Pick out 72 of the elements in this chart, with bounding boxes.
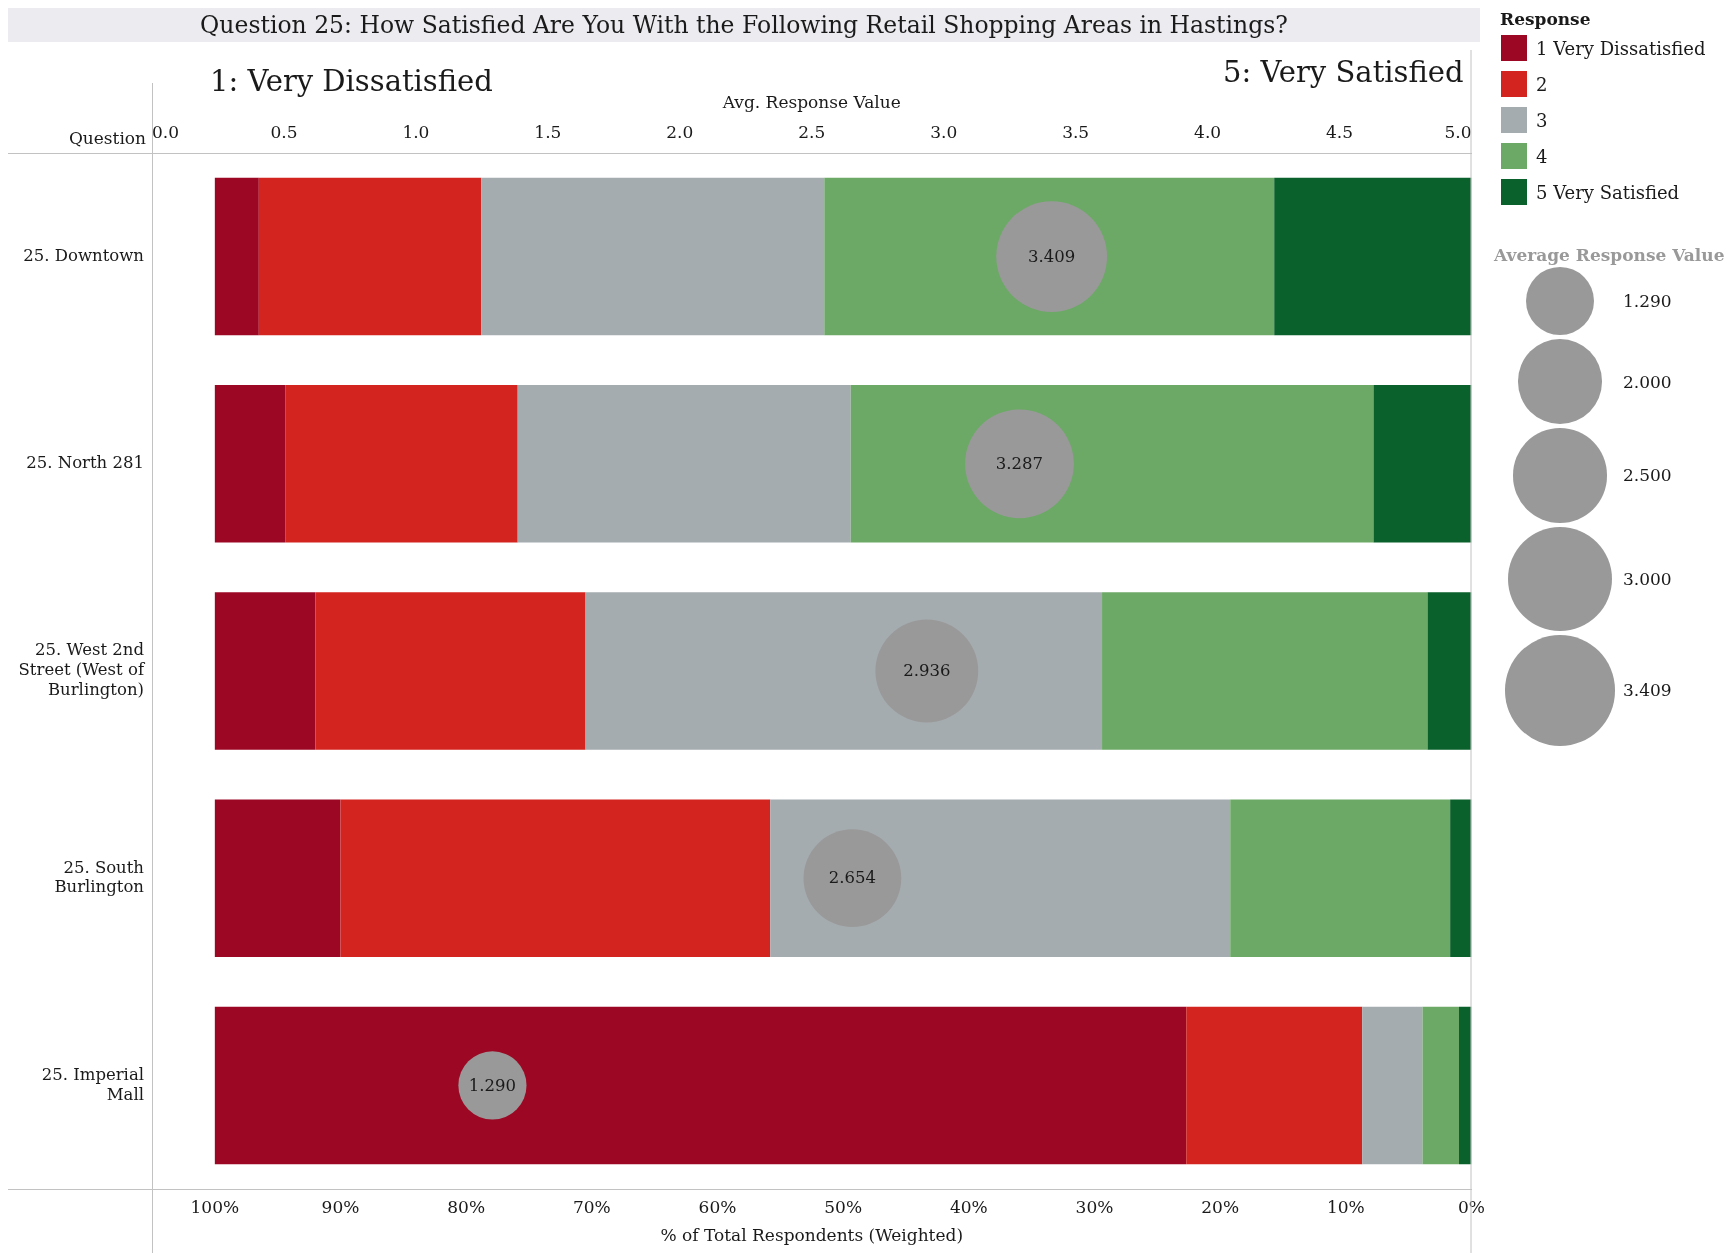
x2-tick-label: 3.5 — [1062, 122, 1090, 143]
text: 1: Very Dissatisfied — [210, 63, 493, 98]
bar — [214, 385, 286, 543]
x-tick-label: 60% — [698, 1196, 737, 1217]
bar — [481, 177, 825, 336]
x2-axis-title: Avg. Response Value — [721, 91, 901, 112]
y-tick-label: 25. Imperial Mall — [41, 1064, 144, 1104]
x-axis-title: % of Total Respondents (Weighted) — [660, 1225, 964, 1246]
bar — [315, 592, 586, 750]
x2-tick-label: 4.0 — [1194, 122, 1222, 143]
bar — [1186, 1006, 1363, 1165]
chart-title: Question 25: How Satisfied Are You With the Following Retail Shopping Areas in Hastings? — [200, 11, 1288, 39]
legend-title: Response — [1499, 8, 1592, 30]
bar — [1274, 177, 1472, 336]
data-label: 2.936 — [903, 661, 951, 681]
legend-label: 1.290 — [1623, 290, 1672, 314]
bar — [1102, 592, 1428, 750]
x-tick-label: 20% — [1201, 1196, 1240, 1217]
bar — [214, 177, 259, 336]
bar — [258, 177, 482, 336]
y-axis-title: Question — [68, 127, 147, 148]
legend-label: 2.500 — [1623, 464, 1672, 488]
x2-tick-label: 4.5 — [1326, 122, 1354, 143]
data-label: 2.654 — [828, 868, 877, 888]
x-tick-label: 30% — [1075, 1196, 1114, 1217]
x2-tick-label: 0.5 — [270, 122, 298, 143]
x-tick-label: 70% — [572, 1196, 611, 1217]
bar — [770, 799, 1231, 957]
legend-label: 1 Very Dissatisfied — [1536, 37, 1706, 59]
bar — [1422, 1006, 1459, 1165]
y-tick-label: 25. Downtown — [23, 245, 145, 265]
legend-label: 3.409 — [1623, 679, 1672, 703]
x2-tick-label: 1.0 — [402, 122, 430, 143]
bar — [1427, 592, 1472, 750]
x2-tick-label: 1.5 — [534, 122, 562, 143]
x2-tick-label: 2.0 — [666, 122, 694, 143]
x2-tick-label: 3.0 — [930, 122, 958, 143]
x-tick-label: 40% — [949, 1196, 988, 1217]
x-tick-label: 50% — [824, 1196, 863, 1217]
bar — [517, 385, 851, 543]
bar — [1373, 385, 1472, 543]
bar — [214, 592, 316, 750]
bar — [1362, 1006, 1423, 1165]
legend-label: 4 — [1536, 145, 1548, 167]
x2-tick-label: 2.5 — [798, 122, 826, 143]
bar — [1450, 799, 1472, 957]
legend-label: 5 Very Satisfied — [1536, 181, 1680, 203]
data-label: 3.409 — [1028, 246, 1076, 266]
x2-tick-label: 5.0 — [1444, 122, 1472, 143]
data-label: 3.287 — [995, 454, 1044, 474]
x-tick-label: 90% — [321, 1196, 360, 1217]
legend-label: 3 — [1536, 109, 1548, 131]
legend-label: 3.000 — [1623, 567, 1672, 591]
text: Average Response Value — [1494, 245, 1726, 267]
bar — [585, 592, 1103, 750]
x-tick-label: 0% — [1458, 1196, 1486, 1217]
y-tick-label: 25. North 281 — [26, 453, 144, 473]
x-tick-label: 100% — [190, 1196, 240, 1217]
legend-label: 2 — [1536, 73, 1548, 95]
legend-label: 2.000 — [1623, 370, 1672, 394]
y-tick-label: 25. West 2nd Street (West of Burlington) — [18, 640, 146, 700]
data-label: 1.290 — [468, 1075, 517, 1095]
text: 5: Very Satisfied — [1223, 54, 1464, 89]
bar — [340, 799, 771, 957]
x-tick-label: 80% — [447, 1196, 486, 1217]
y-tick-label: 25. South Burlington — [54, 857, 145, 897]
bar — [214, 799, 341, 957]
bar — [214, 1006, 1187, 1165]
x-tick-label: 10% — [1326, 1196, 1365, 1217]
x2-tick-label: 0.0 — [152, 122, 180, 143]
bar — [1230, 799, 1451, 957]
bar — [285, 385, 518, 543]
